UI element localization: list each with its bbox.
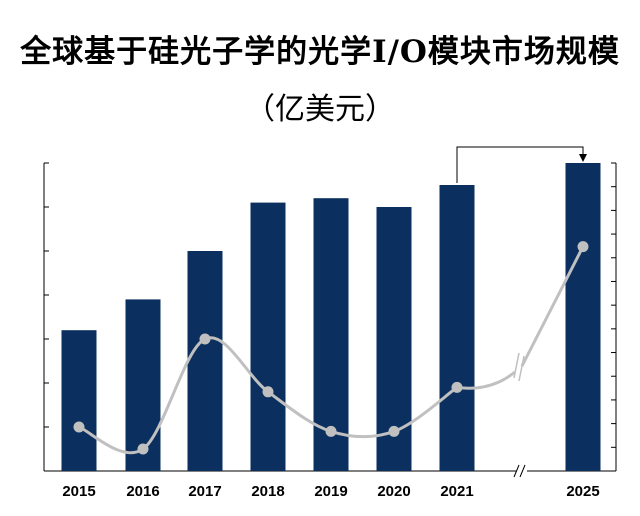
bar [250,202,286,471]
x-tick-label: 2019 [314,483,347,500]
bar [187,251,223,471]
line-point [262,386,274,398]
chart-title: 全球基于硅光子学的光学I/O模块市场规模 [20,34,620,70]
bar [61,330,97,471]
line-point [73,421,85,433]
line-break-mark [518,355,525,382]
growth-arrow [456,146,584,183]
chart-subtitle: （亿美元） [245,92,395,127]
line-break-mark [513,352,520,379]
line-point [388,425,400,437]
growth-arrow-head [579,154,587,162]
bar [125,299,161,471]
x-tick-label: 2021 [440,483,473,500]
axis-break-mark [513,464,520,478]
x-tick-label: 2016 [126,483,159,500]
bar [565,163,601,471]
line-point [577,241,589,253]
line-point [137,443,149,455]
x-tick-label: 2025 [566,483,599,500]
line-point [451,381,463,393]
line-series-segment [520,245,585,367]
bar [439,185,475,471]
line-point [199,333,211,345]
x-tick-label: 2017 [188,483,221,500]
line-point [325,425,337,437]
x-tick-label: 2018 [251,483,284,500]
x-tick-label: 2020 [377,483,410,500]
x-tick-label: 2015 [62,483,95,500]
axis-break-mark [519,464,526,478]
